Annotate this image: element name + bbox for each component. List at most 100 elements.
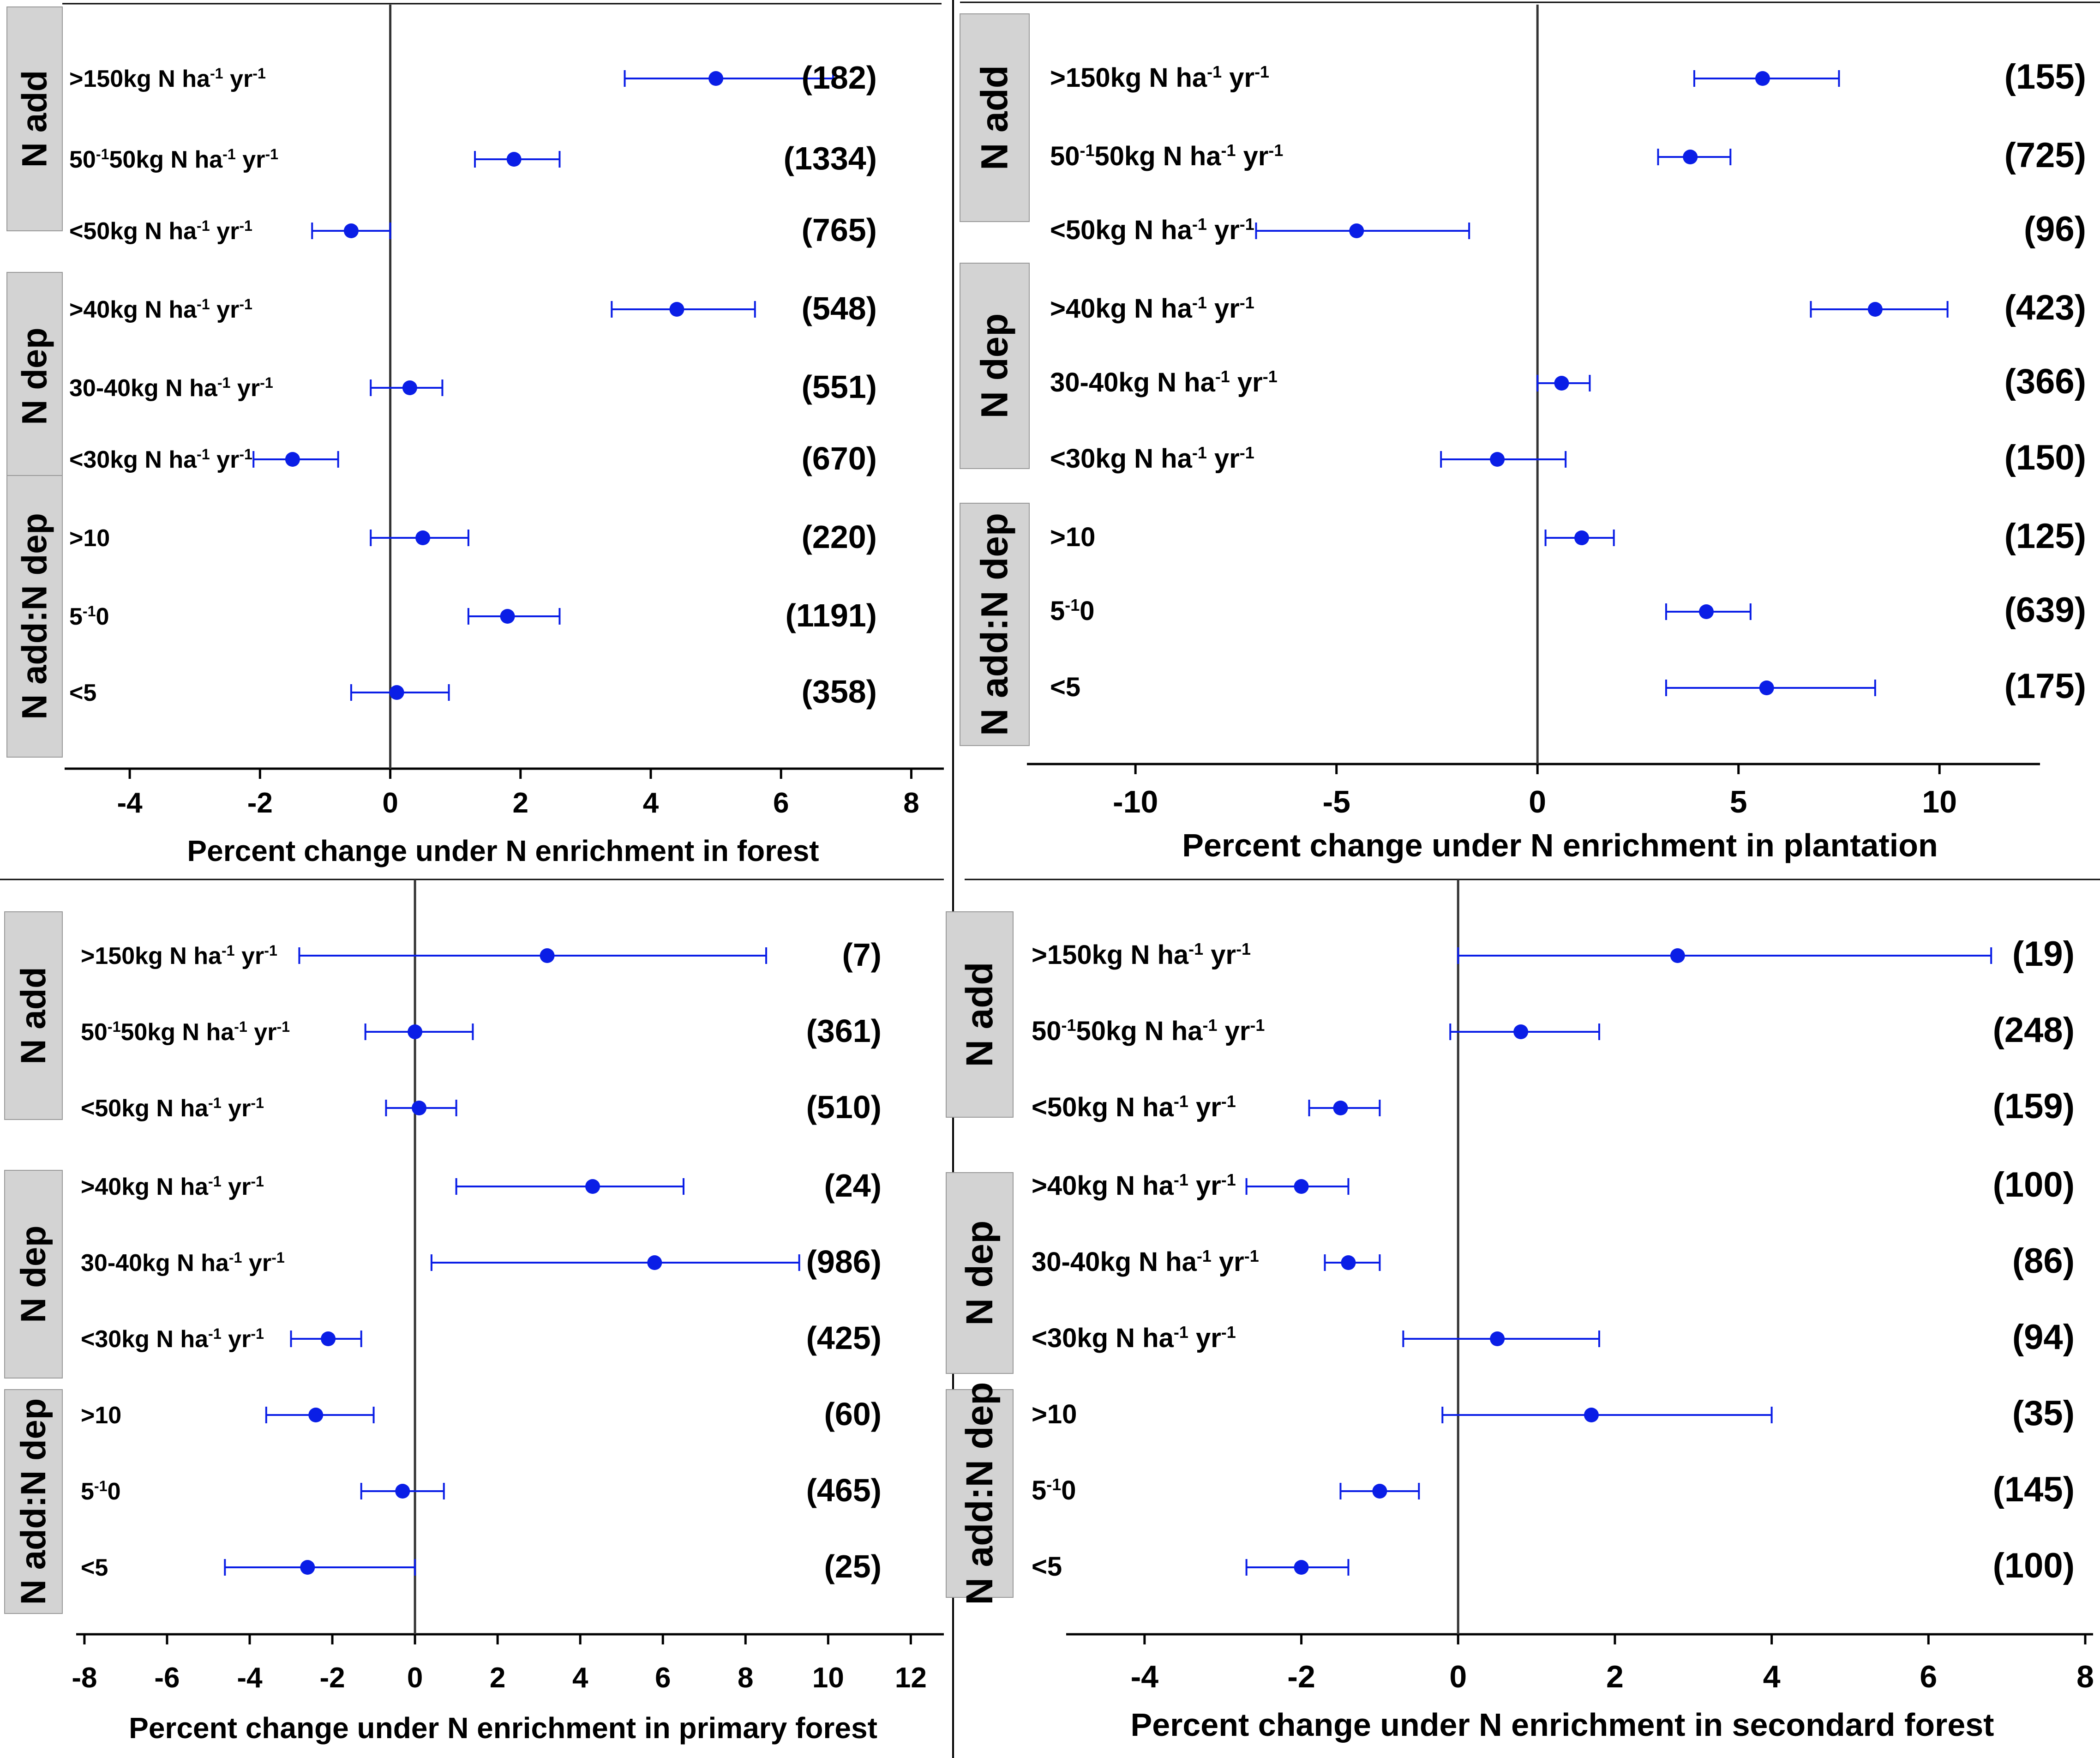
forest-row: >150kg N ha-1 yr-1 (19) (1032, 934, 2075, 974)
row-label: <50kg N ha-1 yr-1 (1032, 1092, 1236, 1123)
x-axis-title: Percent change under N enrichment in pla… (1182, 827, 1938, 863)
sample-count: (159) (1993, 1087, 2075, 1126)
row-label: 5-10 (1032, 1475, 1076, 1506)
row-label: 50-150kg N ha-1 yr-1 (81, 1018, 290, 1046)
row-label: 50-150kg N ha-1 yr-1 (69, 146, 278, 173)
forest-row: >40kg N ha-1 yr-1 (423) (1050, 288, 2086, 327)
forest-row: >150kg N ha-1 yr-1 (155) (1050, 57, 2086, 96)
row-label: >10 (1050, 522, 1095, 552)
row-label: >40kg N ha-1 yr-1 (81, 1173, 264, 1200)
row-label: >40kg N ha-1 yr-1 (1032, 1170, 1236, 1201)
mean-point (1699, 604, 1714, 619)
panel-2: -10 -5 0 5 10 Percent change under N enrichme… (960, 5, 2086, 863)
x-tick-label: -4 (117, 787, 143, 819)
x-tick-label: -8 (72, 1662, 97, 1694)
row-label: <5 (81, 1554, 108, 1581)
forest-row: 50-150kg N ha-1 yr-1 (248) (1032, 1011, 2075, 1050)
mean-point (1670, 948, 1685, 963)
row-label: <50kg N ha-1 yr-1 (1050, 215, 1254, 246)
sample-count: (423) (2004, 288, 2086, 327)
sample-count: (361) (806, 1013, 882, 1049)
sample-count: (100) (1993, 1546, 2075, 1585)
group-box (4, 1170, 63, 1379)
group-label: N add (959, 962, 1001, 1067)
x-tick-label: -6 (154, 1662, 180, 1694)
x-tick-label: 0 (1449, 1659, 1467, 1694)
sample-count: (60) (824, 1396, 882, 1432)
group-label: N add:N dep (974, 513, 1016, 736)
row-label: <30kg N ha-1 yr-1 (1032, 1323, 1236, 1354)
mean-point (708, 71, 724, 86)
row-label: 30-40kg N ha-1 yr-1 (1050, 367, 1278, 398)
sample-count: (86) (2012, 1241, 2075, 1281)
x-tick-label: 10 (812, 1662, 844, 1694)
group-label: N add (14, 967, 53, 1064)
row-label: >150kg N ha-1 yr-1 (1032, 939, 1251, 970)
forest-row: <30kg N ha-1 yr-1 (150) (1050, 438, 2086, 477)
x-tick-label: 8 (903, 787, 919, 819)
forest-row: <50kg N ha-1 yr-1 (765) (69, 212, 877, 248)
mean-point (1584, 1408, 1599, 1422)
sample-count: (220) (802, 519, 877, 555)
forest-row: >150kg N ha-1 yr-1 (7) (81, 937, 882, 973)
sample-count: (548) (802, 290, 877, 326)
mean-point (408, 1024, 423, 1039)
row-label: <5 (1050, 672, 1080, 702)
mean-point (1372, 1484, 1387, 1499)
group-label: N add:N dep (15, 513, 54, 720)
sample-count: (465) (806, 1472, 882, 1508)
mean-point (1294, 1560, 1309, 1575)
row-label: >150kg N ha-1 yr-1 (1050, 62, 1269, 93)
mean-point (285, 452, 300, 467)
row-label: 30-40kg N ha-1 yr-1 (81, 1249, 285, 1276)
mean-point (540, 948, 555, 963)
mean-point (1683, 150, 1698, 164)
forest-row: >10 (35) (1032, 1394, 2075, 1433)
sample-count: (551) (802, 369, 877, 405)
x-tick-label: 2 (490, 1662, 505, 1694)
x-tick-label: -4 (1131, 1659, 1159, 1694)
mean-point (395, 1484, 410, 1499)
mean-point (415, 530, 431, 545)
row-label: >10 (69, 525, 110, 552)
group-box (6, 6, 63, 231)
forest-row: >40kg N ha-1 yr-1 (548) (69, 290, 877, 326)
sample-count: (150) (2004, 438, 2086, 477)
sample-count: (248) (1993, 1011, 2075, 1050)
x-tick-label: 12 (895, 1662, 927, 1694)
sample-count: (182) (802, 60, 877, 96)
x-tick-label: -2 (1287, 1659, 1315, 1694)
row-label: <50kg N ha-1 yr-1 (69, 217, 252, 245)
row-label: <30kg N ha-1 yr-1 (1050, 443, 1254, 474)
row-label: >10 (81, 1402, 121, 1429)
forest-row: 5-10 (145) (1032, 1470, 2075, 1509)
group-label: N dep (15, 327, 54, 425)
group-box (946, 1172, 1014, 1374)
forest-row: >10 (220) (69, 519, 877, 555)
group-label: N dep (974, 313, 1016, 419)
sample-count: (765) (802, 212, 877, 248)
x-tick-label: -5 (1322, 784, 1350, 819)
mean-point (343, 223, 359, 238)
group-label: N add:N dep (959, 1382, 1001, 1605)
forest-row: 30-40kg N ha-1 yr-1 (366) (1050, 362, 2086, 401)
forest-row: 5-10 (639) (1050, 590, 2086, 630)
row-label: <50kg N ha-1 yr-1 (81, 1095, 264, 1122)
group-label: N dep (959, 1221, 1001, 1326)
forest-row: 30-40kg N ha-1 yr-1 (986) (81, 1244, 882, 1280)
sample-count: (986) (806, 1244, 882, 1280)
row-label: 30-40kg N ha-1 yr-1 (69, 374, 273, 402)
forest-row: <5 (25) (81, 1548, 882, 1584)
forest-row: <50kg N ha-1 yr-1 (510) (81, 1089, 882, 1125)
sample-count: (94) (2012, 1318, 2075, 1357)
row-label: <30kg N ha-1 yr-1 (81, 1325, 264, 1353)
sample-count: (175) (2004, 667, 2086, 706)
x-tick-label: 6 (773, 787, 789, 819)
sample-count: (7) (842, 937, 882, 973)
sample-count: (1191) (786, 597, 877, 633)
mean-point (1755, 71, 1770, 86)
row-label: >40kg N ha-1 yr-1 (69, 296, 252, 323)
x-tick-label: 8 (2076, 1659, 2094, 1694)
mean-point (1513, 1024, 1529, 1039)
row-label: 30-40kg N ha-1 yr-1 (1032, 1246, 1259, 1277)
